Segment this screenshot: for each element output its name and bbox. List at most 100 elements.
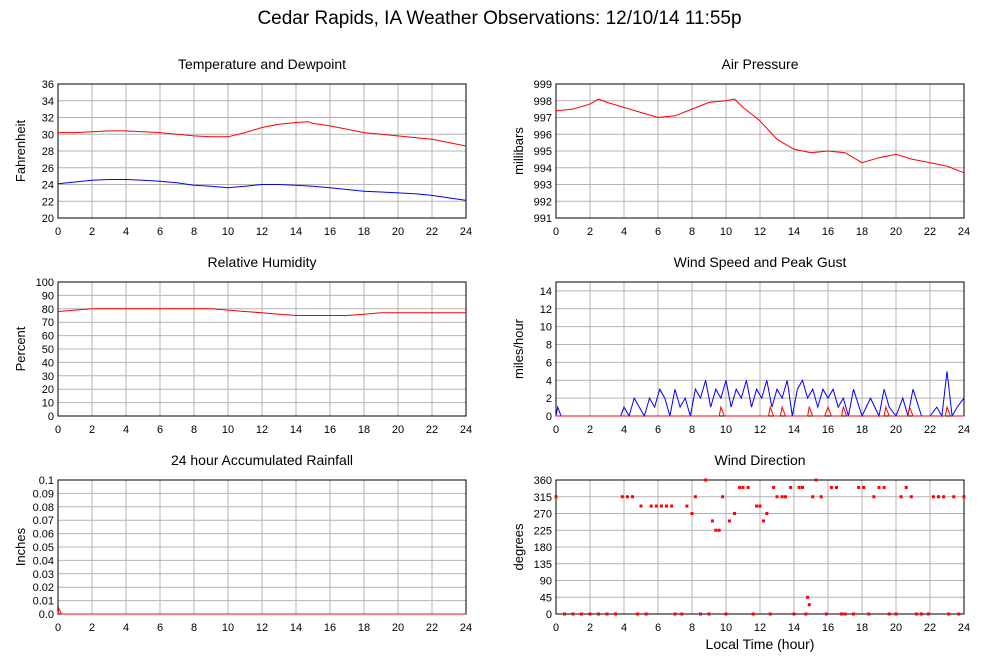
data-point xyxy=(659,504,663,508)
x-tick-label: 8 xyxy=(191,424,197,436)
data-point xyxy=(957,612,961,616)
data-point xyxy=(724,612,728,616)
y-tick-label: 270 xyxy=(534,509,552,521)
y-axis-label: degrees xyxy=(511,523,526,570)
x-tick-label: 18 xyxy=(358,424,370,436)
x-tick-label: 20 xyxy=(392,622,404,634)
x-tick-label: 6 xyxy=(157,226,163,238)
data-point xyxy=(857,485,861,489)
x-tick-label: 14 xyxy=(290,622,302,634)
x-tick-label: 22 xyxy=(426,622,438,634)
x-tick-label: 18 xyxy=(856,622,868,634)
y-tick-label: 0 xyxy=(48,411,54,423)
y-tick-label: 36 xyxy=(42,79,54,91)
data-point xyxy=(693,495,697,499)
x-axis-label: Local Time (hour) xyxy=(706,636,815,652)
data-point xyxy=(899,495,903,499)
x-tick-label: 18 xyxy=(856,226,868,238)
x-tick-label: 20 xyxy=(890,622,902,634)
data-point xyxy=(631,495,634,499)
y-tick-label: 360 xyxy=(534,475,552,487)
x-tick-label: 4 xyxy=(123,424,129,436)
x-tick-label: 6 xyxy=(655,226,661,238)
series-line xyxy=(57,606,466,615)
data-point xyxy=(680,612,684,616)
y-tick-label: 10 xyxy=(42,398,54,410)
y-tick-label: 994 xyxy=(534,163,552,175)
data-point xyxy=(804,612,808,616)
x-tick-label: 4 xyxy=(621,226,627,238)
x-tick-label: 16 xyxy=(324,424,336,436)
data-point xyxy=(665,504,668,508)
x-tick-label: 4 xyxy=(621,622,627,634)
y-tick-label: 992 xyxy=(534,196,552,208)
x-tick-label: 8 xyxy=(191,622,197,634)
data-point xyxy=(738,485,742,489)
y-tick-label: 100 xyxy=(36,277,54,289)
chart-title: 24 hour Accumulated Rainfall xyxy=(171,452,353,468)
data-point xyxy=(588,612,592,616)
data-point xyxy=(806,595,810,599)
x-tick-label: 8 xyxy=(689,622,695,634)
y-tick-label: 90 xyxy=(540,576,552,588)
data-point xyxy=(746,485,750,489)
x-tick-label: 6 xyxy=(157,424,163,436)
data-point xyxy=(882,485,886,489)
y-tick-label: 60 xyxy=(42,331,54,343)
data-point xyxy=(685,504,689,508)
y-tick-label: 180 xyxy=(534,542,552,554)
data-point xyxy=(741,485,745,489)
y-tick-label: 70 xyxy=(42,317,54,329)
series-line xyxy=(555,98,965,174)
y-tick-label: 0.09 xyxy=(33,488,54,500)
x-tick-label: 10 xyxy=(222,622,234,634)
x-tick-label: 16 xyxy=(822,424,834,436)
data-point xyxy=(811,495,815,499)
series-line xyxy=(556,405,964,417)
data-point xyxy=(962,495,966,499)
plot-frame xyxy=(555,479,965,615)
data-point xyxy=(784,495,787,499)
data-point xyxy=(824,612,828,616)
y-tick-label: 0 xyxy=(546,411,552,423)
data-point xyxy=(721,495,725,499)
series-line xyxy=(58,121,467,147)
y-tick-label: 315 xyxy=(534,492,552,504)
x-tick-label: 10 xyxy=(222,424,234,436)
data-point xyxy=(887,612,891,616)
x-tick-label: 0 xyxy=(55,226,61,238)
y-tick-label: 45 xyxy=(540,592,552,604)
data-point xyxy=(937,495,940,499)
y-axis-label: miles/hour xyxy=(511,318,526,379)
x-tick-label: 0 xyxy=(55,622,61,634)
x-tick-label: 2 xyxy=(587,424,593,436)
x-tick-label: 4 xyxy=(621,424,627,436)
y-tick-label: 0.02 xyxy=(33,582,54,594)
data-point xyxy=(952,495,956,499)
y-tick-label: 90 xyxy=(42,290,54,302)
data-point xyxy=(920,612,923,616)
plot-frame xyxy=(555,83,965,219)
y-tick-label: 22 xyxy=(42,196,54,208)
x-tick-label: 0 xyxy=(55,424,61,436)
chart-title: Temperature and Dewpoint xyxy=(178,56,346,72)
x-tick-label: 16 xyxy=(822,226,834,238)
data-point xyxy=(707,612,711,616)
y-tick-label: 30 xyxy=(42,129,54,141)
chart-title: Relative Humidity xyxy=(208,254,317,270)
y-tick-label: 999 xyxy=(534,79,552,91)
data-point xyxy=(942,495,946,499)
data-point xyxy=(819,495,823,499)
chart-title: Wind Direction xyxy=(714,452,805,468)
y-tick-label: 995 xyxy=(534,146,552,158)
data-point xyxy=(614,612,617,616)
data-point xyxy=(904,485,908,489)
y-tick-label: 20 xyxy=(42,213,54,225)
y-tick-label: 14 xyxy=(540,286,552,298)
data-point xyxy=(801,485,804,489)
x-tick-label: 24 xyxy=(460,622,472,634)
